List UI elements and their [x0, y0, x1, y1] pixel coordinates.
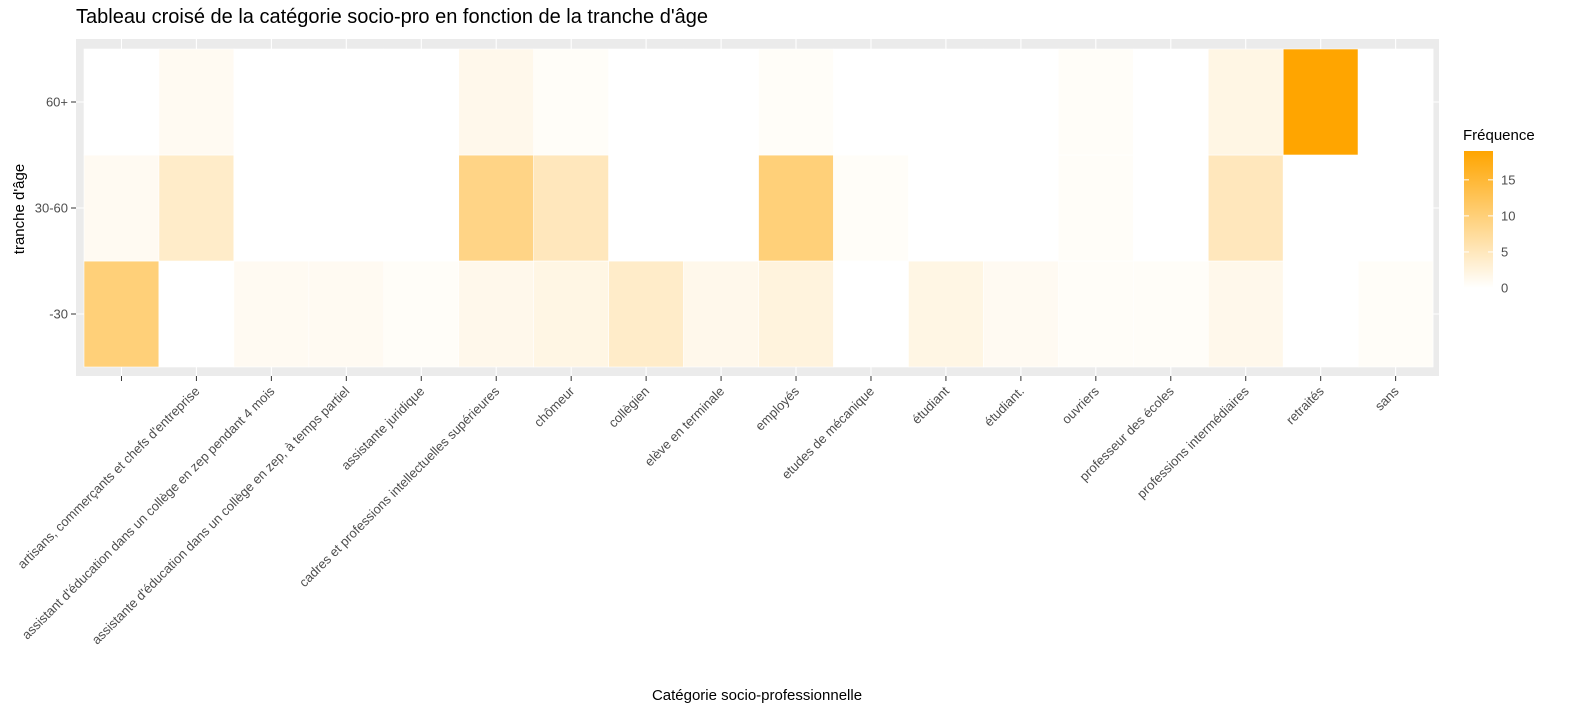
heatmap-cell	[1357, 48, 1434, 156]
heatmap-cell	[1207, 154, 1284, 262]
heatmap-cell	[533, 48, 609, 156]
legend-colorbar	[1464, 151, 1493, 288]
heatmap-cell	[458, 48, 534, 156]
heatmap-cell	[833, 48, 909, 156]
heatmap-cell	[83, 154, 160, 262]
heatmap-cell	[1282, 260, 1359, 368]
x-tick-label: étudiant	[909, 383, 953, 427]
x-tick-label: assistante juridique	[338, 384, 427, 473]
heatmap-cell	[833, 260, 909, 368]
y-tick-label: 30-60	[35, 201, 68, 216]
legend-title: Fréquence	[1463, 127, 1535, 144]
x-tick-label: sans	[1372, 383, 1402, 413]
heatmap-cell	[83, 48, 160, 156]
legend-tick-label: 5	[1501, 244, 1508, 259]
heatmap-tiles	[83, 48, 1434, 368]
heatmap-cell	[233, 260, 310, 368]
heatmap-cell	[1058, 48, 1134, 156]
heatmap-cell	[758, 154, 834, 262]
heatmap-cell	[1207, 48, 1284, 156]
x-tick-label: étudiant.	[981, 384, 1027, 430]
heatmap-cell	[83, 260, 160, 368]
heatmap-cell	[1282, 48, 1359, 156]
heatmap-cell	[1058, 154, 1134, 262]
y-axis-ticks: -30 30-60 60+	[35, 95, 76, 322]
heatmap-cell	[983, 48, 1059, 156]
legend: Fréquence 0 5 10 15	[1463, 127, 1535, 296]
x-tick-label: collègien	[605, 384, 652, 431]
legend-tick-label: 15	[1501, 172, 1515, 187]
x-tick-label: ouvriers	[1059, 383, 1103, 427]
heatmap-cell	[908, 154, 984, 262]
heatmap-cell	[533, 260, 609, 368]
y-tick-label: -30	[49, 307, 68, 322]
heatmap-cell	[683, 260, 759, 368]
y-tick-label: 60+	[46, 95, 68, 110]
y-axis-title: tranche d'âge	[11, 164, 28, 254]
legend-ticks: 0 5 10 15	[1464, 172, 1515, 296]
heatmap-cell	[758, 260, 834, 368]
heatmap-cell	[908, 48, 984, 156]
heatmap-cell	[1357, 154, 1434, 262]
heatmap-cell	[1058, 260, 1134, 368]
heatmap-cell	[983, 260, 1059, 368]
x-tick-label: employés	[752, 383, 802, 433]
heatmap-cell	[908, 260, 984, 368]
heatmap-cell	[308, 260, 385, 368]
heatmap-cell	[1133, 154, 1209, 262]
heatmap-cell	[383, 48, 460, 156]
heatmap-cell	[758, 48, 834, 156]
chart-title: Tableau croisé de la catégorie socio-pro…	[76, 6, 709, 28]
heatmap-cell	[608, 154, 684, 262]
heatmap-cell	[383, 154, 460, 262]
heatmap-cell	[833, 154, 909, 262]
heatmap-cell	[308, 154, 385, 262]
heatmap-cell	[233, 48, 310, 156]
heatmap-cell	[683, 48, 759, 156]
heatmap-cell	[983, 154, 1059, 262]
heatmap-cell	[308, 48, 385, 156]
x-tick-label: chômeur	[531, 383, 578, 430]
heatmap-cell	[608, 48, 684, 156]
heatmap-cell	[158, 48, 235, 156]
heatmap-cell	[1282, 154, 1359, 262]
heatmap-cell	[1207, 260, 1284, 368]
heatmap-cell	[158, 154, 235, 262]
heatmap-cell	[1133, 48, 1209, 156]
x-axis-title: Catégorie socio-professionnelle	[652, 687, 862, 704]
heatmap-cell	[533, 154, 609, 262]
heatmap-cell	[158, 260, 235, 368]
heatmap-cell	[458, 154, 534, 262]
x-tick-label: elève en terminale	[641, 384, 727, 470]
heatmap-cell	[1133, 260, 1209, 368]
heatmap-cell	[683, 154, 759, 262]
legend-tick-label: 10	[1501, 208, 1515, 223]
heatmap-cell	[608, 260, 684, 368]
x-tick-label: retraités	[1283, 383, 1327, 427]
legend-tick-label: 0	[1501, 281, 1508, 296]
x-tick-label: assistante d'éducation dans un collège e…	[89, 383, 353, 647]
heatmap-cell	[458, 260, 534, 368]
heatmap-cell	[1357, 260, 1434, 368]
heatmap-cell	[383, 260, 460, 368]
x-tick-label: assistant d'éducation dans un collège en…	[19, 383, 278, 642]
x-axis-ticks: artisans, commerçants et chefs d'entrepr…	[14, 376, 1402, 647]
heatmap-cell	[233, 154, 310, 262]
